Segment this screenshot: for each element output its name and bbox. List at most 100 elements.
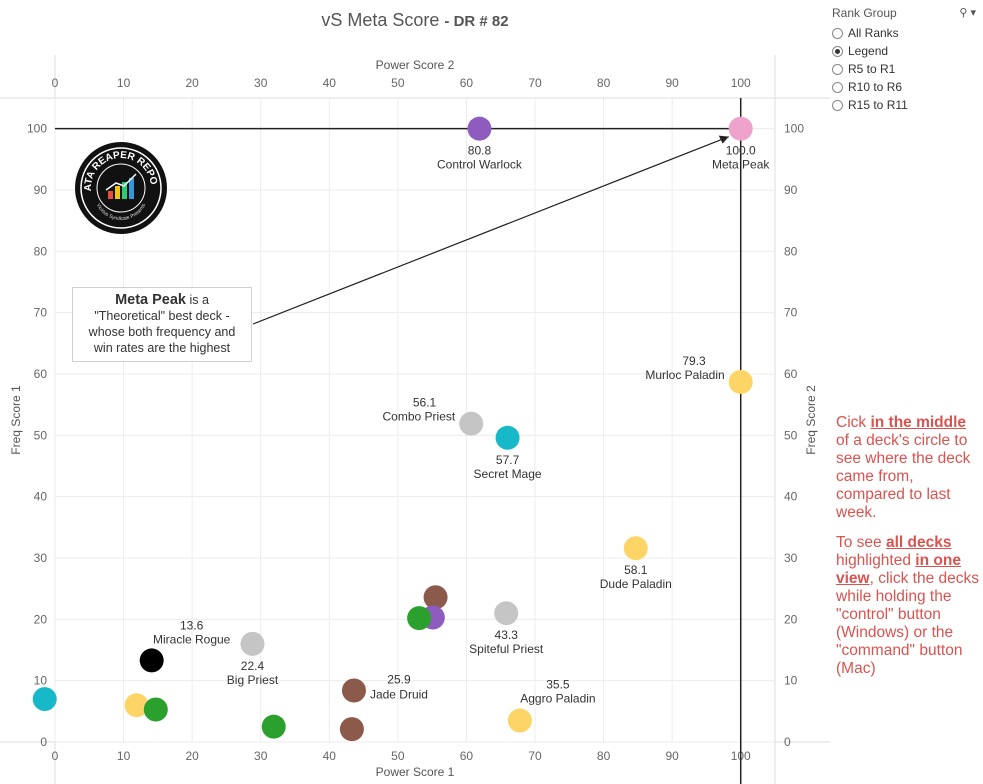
- instr-text: of a deck's circle to see where the deck…: [836, 432, 971, 521]
- point-score-label: 35.5: [546, 678, 570, 692]
- x-tick-label: 70: [528, 749, 542, 763]
- point-score-label: 43.3: [495, 628, 519, 642]
- deck-point[interactable]: [728, 116, 753, 141]
- filter-search-icon[interactable]: ⚲ ▾: [959, 7, 976, 19]
- x-top-axis-label: Power Score 2: [376, 58, 455, 72]
- filter-option-label: R5 to R1: [848, 62, 896, 76]
- x-tick-label: 30: [254, 749, 268, 763]
- y-right-tick-label: 60: [784, 367, 798, 381]
- x-axis-label: Power Score 1: [376, 765, 455, 779]
- point-score-label: 22.4: [241, 659, 265, 673]
- callout-arrow-head: [718, 135, 729, 144]
- instructions-p1: Cick in the middle of a deck's circle to…: [836, 414, 982, 522]
- y-axis-label: Freq Score 1: [9, 385, 23, 455]
- instr-text: highlighted: [836, 552, 916, 569]
- deck-point[interactable]: [507, 708, 532, 733]
- callout-line4: win rates are the highest: [93, 341, 231, 355]
- x-tick-label: 40: [323, 749, 337, 763]
- filter-option-r5-to-r1[interactable]: R5 to R1: [832, 60, 980, 78]
- deck-point[interactable]: [407, 606, 432, 631]
- radio-icon[interactable]: [832, 81, 843, 93]
- callout-line2: "Theoretical" best deck -: [94, 309, 230, 323]
- deck-point[interactable]: [494, 601, 519, 626]
- deck-point[interactable]: [339, 717, 364, 742]
- y-tick-label: 90: [34, 183, 48, 197]
- radio-icon[interactable]: [832, 45, 843, 57]
- radio-icon[interactable]: [832, 99, 843, 111]
- instr-emphasis: in the middle: [870, 414, 967, 431]
- instr-text: Cick: [836, 414, 871, 431]
- deck-point[interactable]: [495, 425, 520, 450]
- point-name-label: Aggro Paladin: [520, 692, 595, 706]
- filter-title: Rank Group: [832, 6, 897, 20]
- y-tick-label: 60: [34, 367, 48, 381]
- deck-point[interactable]: [139, 648, 164, 673]
- point-name-label: Secret Mage: [474, 467, 542, 481]
- filter-option-label: Legend: [848, 44, 889, 58]
- y-right-tick-label: 70: [784, 306, 798, 320]
- instr-emphasis: in one view: [836, 552, 961, 587]
- x-tick-label: 80: [597, 749, 611, 763]
- y-right-tick-label: 0: [784, 735, 791, 749]
- chart-title: vS Meta Score - DR # 82: [0, 10, 830, 31]
- deck-point[interactable]: [240, 631, 265, 656]
- x-tick-label: 0: [52, 749, 59, 763]
- point-name-label: Dude Paladin: [600, 577, 672, 591]
- rank-group-filter: Rank Group ⚲ ▾ All Ranks Legend R5 to R1 R1…: [832, 6, 980, 114]
- y-right-tick-label: 50: [784, 428, 798, 442]
- filter-option-r15-to-r11[interactable]: R15 to R11: [832, 96, 980, 114]
- y-tick-label: 20: [34, 612, 48, 626]
- y-right-tick-label: 40: [784, 490, 798, 504]
- deck-point[interactable]: [467, 116, 492, 141]
- deck-point[interactable]: [623, 536, 648, 561]
- point-score-label: 100.0: [726, 144, 756, 158]
- scatter-chart: 0010102020303040405050606070708080909010…: [0, 55, 830, 784]
- point-name-label: Miracle Rogue: [153, 632, 231, 646]
- point-name-label: Jade Druid: [370, 687, 428, 701]
- x-top-tick-label: 0: [52, 76, 59, 90]
- filter-option-legend[interactable]: Legend: [832, 42, 980, 60]
- callout-line1: is a: [186, 293, 209, 307]
- point-name-label: Spiteful Priest: [469, 642, 544, 656]
- radio-icon[interactable]: [832, 63, 843, 75]
- x-top-tick-label: 60: [460, 76, 474, 90]
- deck-point[interactable]: [32, 687, 57, 712]
- point-score-label: 57.7: [496, 453, 520, 467]
- point-score-label: 80.8: [468, 144, 492, 158]
- data-reaper-logo: DATA REAPER REPORT Vicious Syndicate Pre…: [70, 133, 168, 235]
- deck-point[interactable]: [261, 714, 286, 739]
- y-tick-label: 50: [34, 428, 48, 442]
- deck-point[interactable]: [459, 411, 484, 436]
- y-tick-label: 100: [27, 122, 47, 136]
- filter-option-label: R15 to R11: [848, 98, 908, 112]
- point-score-label: 56.1: [413, 396, 437, 410]
- filter-option-label: All Ranks: [848, 26, 899, 40]
- y-tick-label: 70: [34, 306, 48, 320]
- y-tick-label: 40: [34, 490, 48, 504]
- y-tick-label: 30: [34, 551, 48, 565]
- x-tick-label: 60: [460, 749, 474, 763]
- x-top-tick-label: 90: [665, 76, 679, 90]
- x-top-tick-label: 50: [391, 76, 405, 90]
- deck-point[interactable]: [728, 369, 753, 394]
- deck-point[interactable]: [423, 585, 448, 610]
- point-score-label: 58.1: [624, 563, 648, 577]
- x-tick-label: 90: [665, 749, 679, 763]
- instr-emphasis: all decks: [885, 534, 952, 551]
- filter-option-r10-to-r6[interactable]: R10 to R6: [832, 78, 980, 96]
- y-right-axis-label: Freq Score 2: [804, 385, 818, 455]
- x-top-tick-label: 80: [597, 76, 611, 90]
- x-top-tick-label: 100: [731, 76, 751, 90]
- point-name-label: Combo Priest: [383, 410, 456, 424]
- meta-peak-callout: Meta Peak is a "Theoretical" best deck -…: [72, 287, 252, 362]
- deck-point[interactable]: [124, 693, 149, 718]
- filter-option-all-ranks[interactable]: All Ranks: [832, 24, 980, 42]
- deck-point[interactable]: [143, 697, 168, 722]
- deck-point[interactable]: [341, 678, 366, 703]
- x-tick-label: 10: [117, 749, 131, 763]
- point-name-label: Control Warlock: [437, 158, 523, 172]
- radio-icon[interactable]: [832, 27, 843, 39]
- instructions: Cick in the middle of a deck's circle to…: [836, 414, 982, 690]
- x-top-tick-label: 30: [254, 76, 268, 90]
- point-score-label: 25.9: [387, 672, 411, 686]
